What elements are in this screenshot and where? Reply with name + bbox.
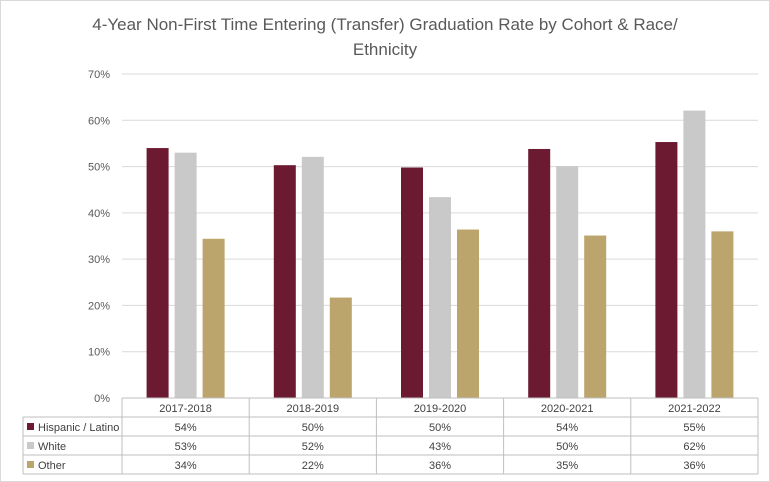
- x-category-label: 2019-2020: [414, 403, 467, 415]
- table-cell-value: 62%: [683, 441, 705, 453]
- table-cell-value: 50%: [429, 422, 451, 434]
- y-tick-label: 40%: [88, 208, 110, 220]
- table-cell-value: 53%: [175, 441, 197, 453]
- table-cell-value: 35%: [556, 460, 578, 472]
- bar-2-4: [556, 166, 579, 398]
- y-tick-label: 60%: [88, 115, 110, 127]
- y-tick-label: 50%: [88, 162, 110, 174]
- y-tick-label: 20%: [88, 300, 110, 312]
- x-category-label: 2021-2022: [668, 403, 721, 415]
- table-cell-value: 52%: [302, 441, 324, 453]
- table-cell-value: 54%: [556, 422, 578, 434]
- y-tick-label: 70%: [88, 69, 110, 81]
- bar-3-4: [584, 235, 607, 398]
- legend-label-2: White: [38, 441, 66, 453]
- bar-1-4: [528, 148, 551, 398]
- table-cell-value: 36%: [429, 460, 451, 472]
- chart-title: 4-Year Non-First Time Entering (Transfer…: [1, 12, 769, 62]
- y-tick-label: 30%: [88, 254, 110, 266]
- x-category-label: 2018-2019: [286, 403, 339, 415]
- bar-3-5: [711, 231, 734, 398]
- table-cell-value: 50%: [556, 441, 578, 453]
- bar-1-5: [655, 142, 678, 398]
- legend-key-1: [27, 423, 34, 430]
- chart-title-line-1: 4-Year Non-First Time Entering (Transfer…: [92, 15, 678, 34]
- y-tick-label: 0%: [94, 393, 110, 405]
- x-category-label: 2020-2021: [541, 403, 594, 415]
- bar-1-2: [273, 165, 296, 398]
- bar-3-1: [202, 238, 225, 398]
- table-cell-value: 43%: [429, 441, 451, 453]
- bar-2-3: [429, 197, 451, 398]
- legend-label-1: Hispanic / Latino: [38, 422, 119, 434]
- bar-2-2: [301, 156, 324, 398]
- bar-3-2: [329, 297, 352, 398]
- table-cell-value: 22%: [302, 460, 324, 472]
- table-cell-value: 36%: [683, 460, 705, 472]
- legend-key-3: [27, 461, 34, 468]
- legend-label-3: Other: [38, 460, 66, 472]
- legend-key-2: [27, 442, 34, 449]
- table-cell-value: 55%: [683, 422, 705, 434]
- bar-1-3: [401, 167, 423, 398]
- bar-3-3: [457, 229, 479, 398]
- chart-title-line-2: Ethnicity: [352, 40, 418, 59]
- bar-2-5: [683, 110, 706, 399]
- bar-2-1: [174, 152, 197, 398]
- x-category-label: 2017-2018: [159, 403, 212, 415]
- table-cell-value: 50%: [302, 422, 324, 434]
- bar-1-1: [146, 148, 169, 398]
- y-tick-label: 10%: [88, 347, 110, 359]
- table-cell-value: 54%: [175, 422, 197, 434]
- table-cell-value: 34%: [175, 460, 197, 472]
